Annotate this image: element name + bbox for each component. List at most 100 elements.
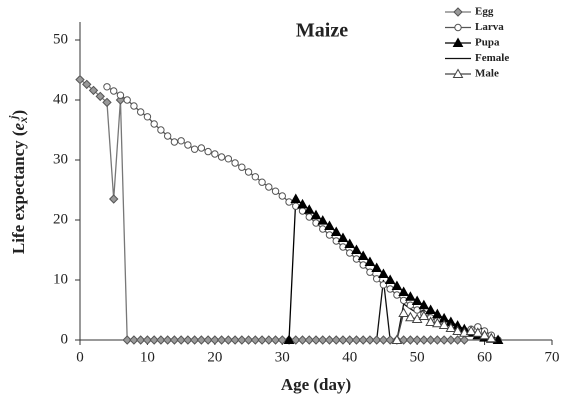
marker [412,335,422,345]
marker [163,132,172,140]
x-tick-label: 30 [275,349,290,365]
marker [270,335,281,345]
marker [169,335,180,345]
marker [345,335,355,345]
marker [88,85,99,96]
marker [365,335,375,345]
marker [290,193,302,203]
marker [176,335,186,345]
marker [189,335,200,345]
marker [330,226,342,236]
marker [95,91,105,102]
marker [364,256,376,266]
marker [432,317,443,328]
x-tick-label: 50 [410,349,425,365]
marker [103,83,111,91]
marker [479,329,490,340]
marker [445,322,457,332]
marker [438,319,450,329]
marker [230,335,240,345]
marker [177,137,185,145]
x-tick-label: 60 [477,349,492,365]
marker [405,335,416,345]
marker [162,335,173,345]
marker [265,183,273,191]
legend-marker [452,68,464,78]
marker [297,198,308,209]
marker [303,204,315,214]
x-tick-label: 10 [140,349,155,365]
legend-marker [454,23,462,32]
marker [418,299,430,310]
marker [406,301,415,309]
marker [398,307,410,317]
marker [224,155,233,163]
marker [351,244,362,254]
marker [485,332,497,343]
marker [452,325,463,335]
marker [142,335,153,345]
marker [413,306,421,314]
marker [170,138,179,146]
marker [379,281,388,289]
legend-label: Male [475,68,499,80]
marker [82,79,92,90]
marker [405,311,416,322]
marker [110,87,118,95]
legend-label: Egg [475,6,494,18]
marker [391,334,403,344]
marker [446,335,456,345]
marker [190,145,199,153]
marker [257,335,267,345]
marker [378,335,389,345]
marker [425,316,436,326]
y-title-sub: x [16,117,30,124]
marker [384,274,396,284]
marker [250,335,261,345]
marker [216,335,227,345]
legend-label: Larva [475,21,504,33]
marker [258,178,266,186]
x-axis-title: Age (day) [281,375,351,394]
marker [231,159,239,167]
x-tick-label: 40 [342,349,357,365]
marker [432,335,443,345]
marker [331,335,341,345]
marker [116,91,125,99]
y-tick-label: 30 [53,151,68,167]
marker [264,335,274,345]
marker [211,150,219,158]
marker [278,192,286,200]
marker [385,335,395,345]
marker [150,120,158,128]
marker [102,97,112,108]
marker [425,304,436,314]
marker [277,335,287,345]
marker [292,202,300,210]
marker [204,147,212,156]
marker [244,168,253,176]
legend-label: Pupa [475,37,500,49]
marker [109,194,119,204]
marker [338,335,348,345]
marker [310,209,322,220]
marker [405,291,416,301]
marker [398,286,410,296]
marker [305,213,313,221]
marker [210,335,220,345]
marker [391,280,403,290]
marker [184,141,192,149]
marker [324,335,335,345]
y-tick-label: 40 [53,91,68,107]
marker [130,102,138,110]
marker [371,335,382,345]
marker [318,335,328,345]
marker [465,325,477,335]
marker [156,335,166,345]
marker [337,232,349,242]
marker [411,295,423,305]
marker [136,108,145,116]
marker [317,215,329,225]
marker [297,335,308,345]
